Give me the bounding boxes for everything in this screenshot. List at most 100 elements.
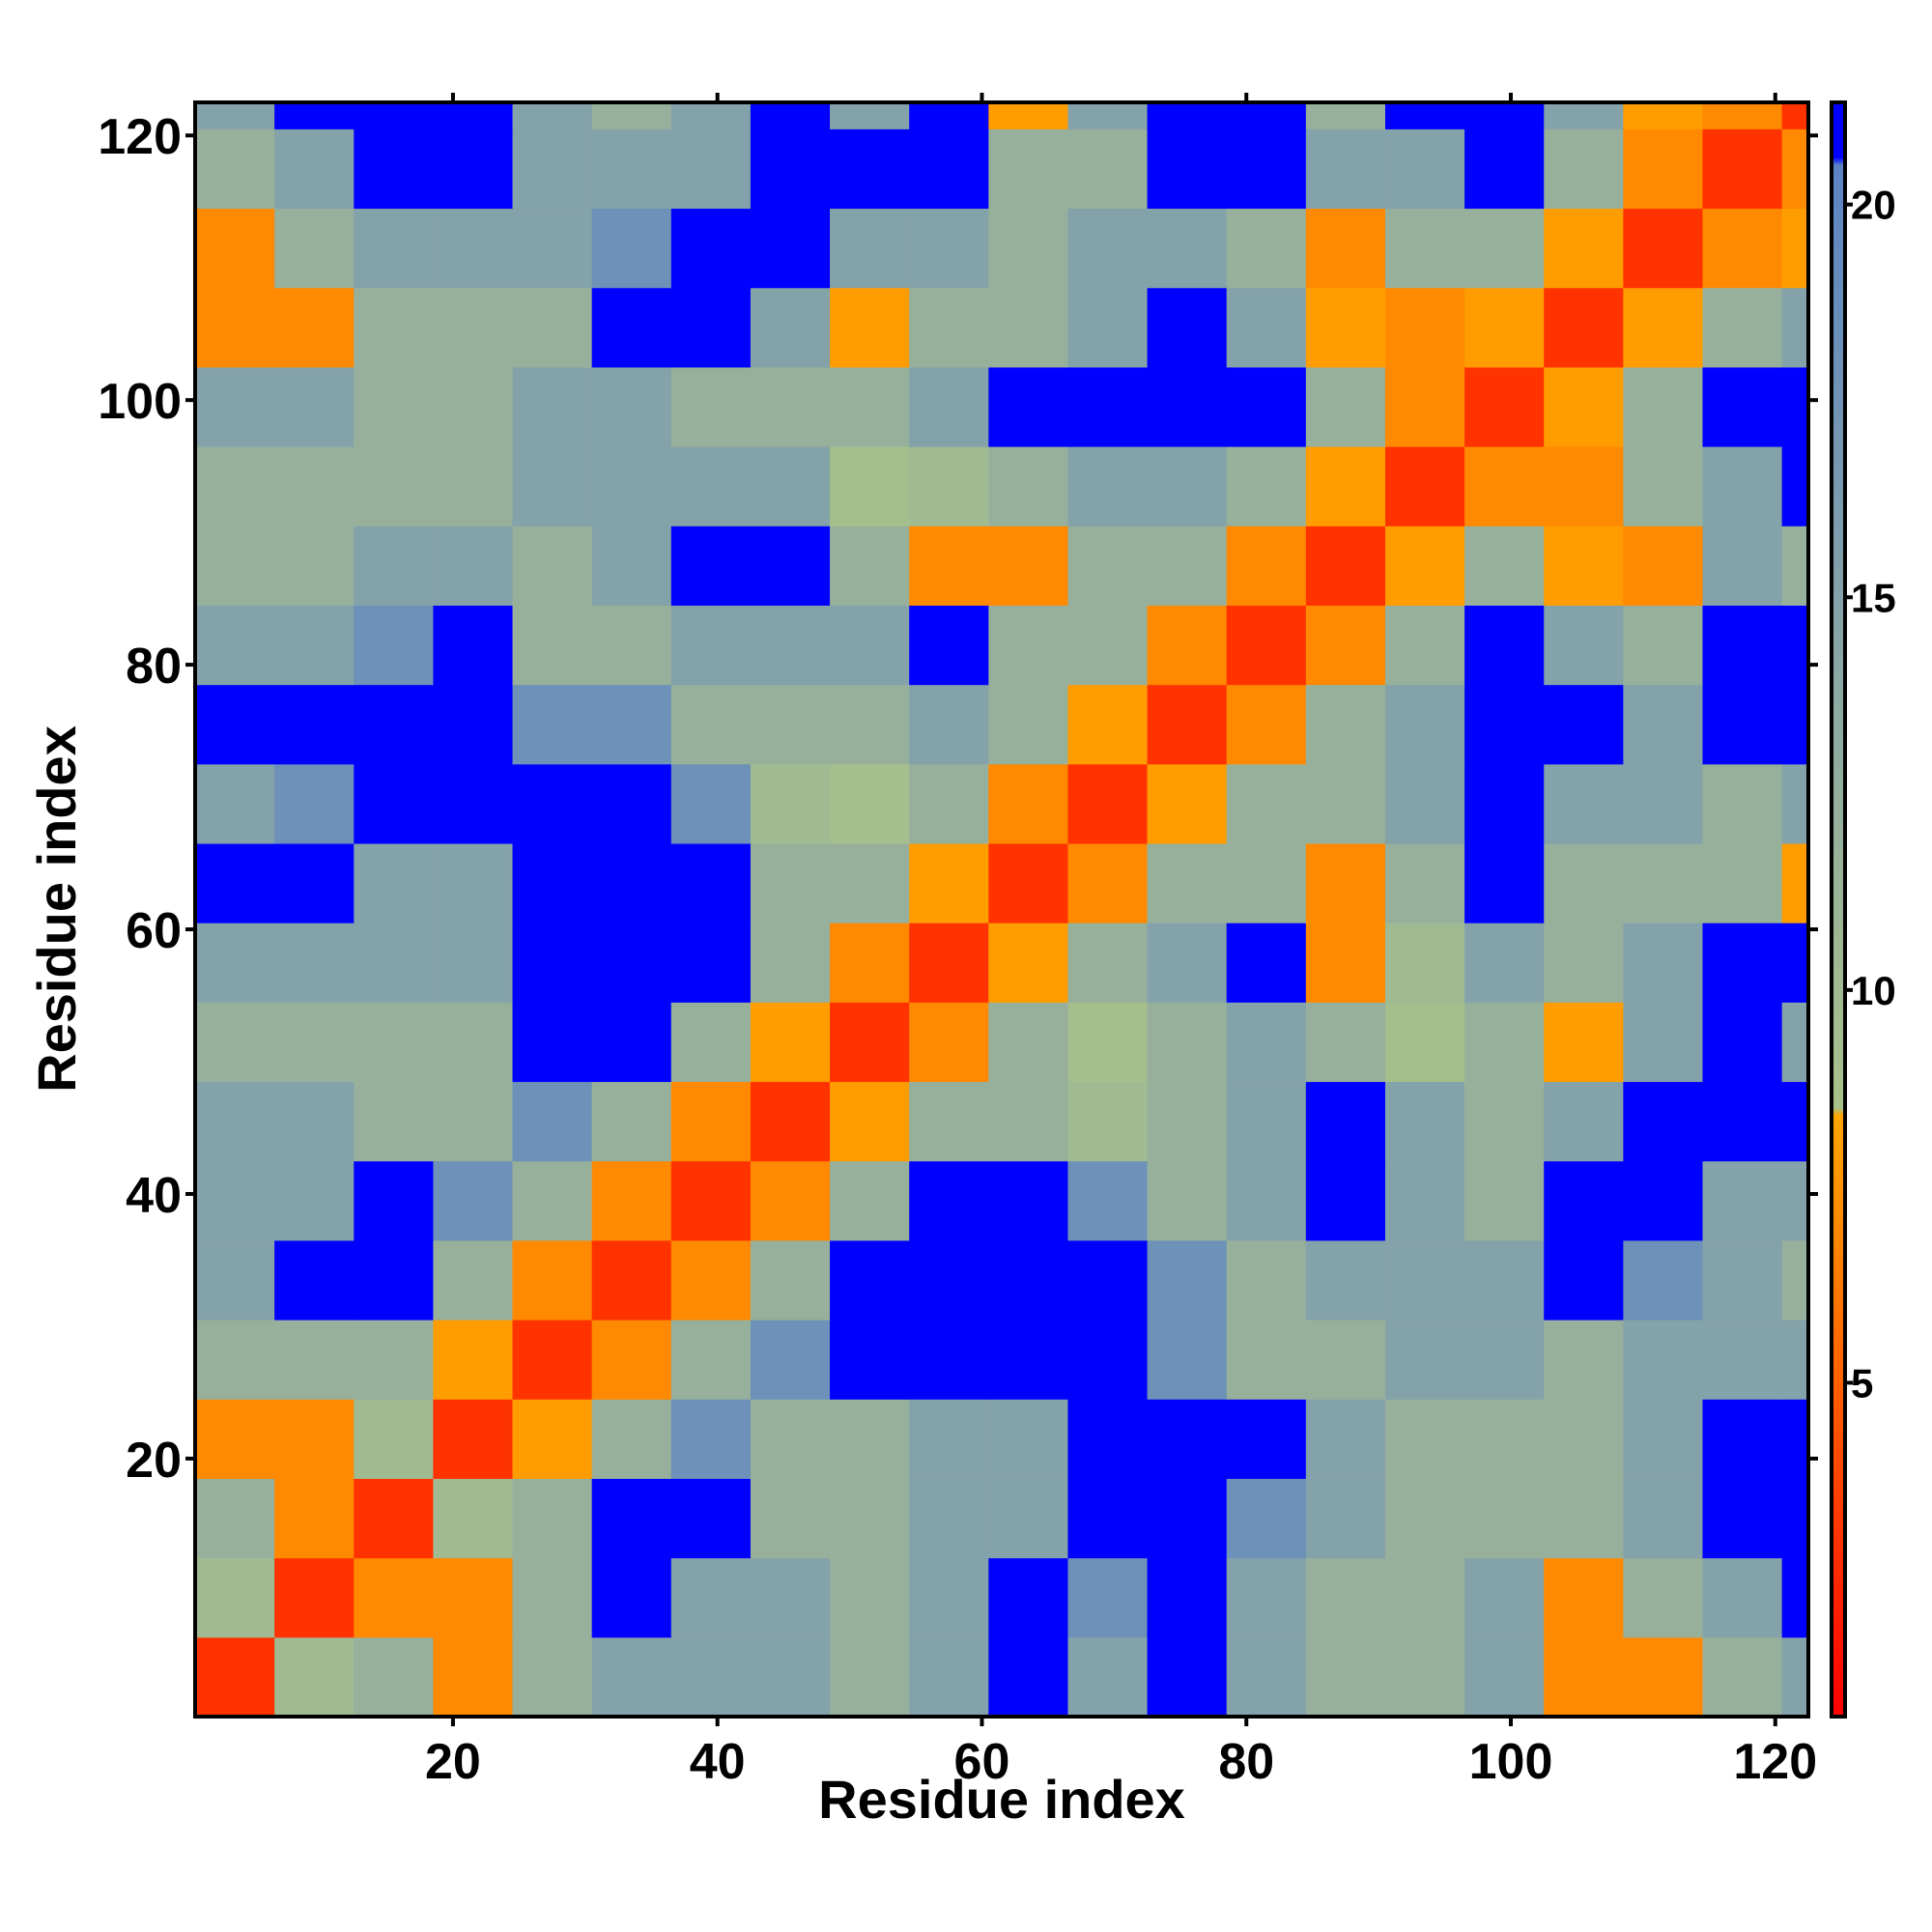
heatmap-cell xyxy=(670,684,752,765)
heatmap-cell xyxy=(195,1320,275,1400)
heatmap-cell xyxy=(750,1636,831,1718)
heatmap-cell xyxy=(1305,208,1386,289)
heatmap-cell xyxy=(670,1239,752,1321)
heatmap-cell xyxy=(1702,1636,1783,1718)
heatmap-cell xyxy=(1226,843,1307,923)
heatmap-cell xyxy=(750,1557,831,1638)
heatmap-cell xyxy=(512,208,593,289)
heatmap-cell xyxy=(512,1002,593,1083)
heatmap-cell xyxy=(512,102,593,129)
heatmap-cell xyxy=(591,1399,672,1479)
heatmap-cell xyxy=(1305,1399,1386,1479)
heatmap-cell xyxy=(1544,1160,1624,1241)
heatmap-cell xyxy=(670,1002,752,1083)
heatmap-cell xyxy=(1384,366,1465,447)
heatmap-cell xyxy=(1781,1081,1809,1162)
heatmap-cell xyxy=(1781,526,1809,606)
heatmap-cell xyxy=(1067,1002,1149,1083)
heatmap-cell xyxy=(670,1557,752,1638)
heatmap-cell xyxy=(274,128,355,210)
heatmap-cell xyxy=(909,1239,989,1321)
x-tick-label: 60 xyxy=(954,1734,1010,1790)
heatmap-cell xyxy=(1305,684,1386,765)
heatmap-cell xyxy=(591,923,672,1003)
heatmap-cell xyxy=(433,1239,514,1321)
heatmap-cell xyxy=(1702,843,1783,923)
heatmap-cell xyxy=(1781,1557,1809,1638)
heatmap-cell xyxy=(1544,1081,1624,1162)
heatmap-cell xyxy=(1384,102,1465,129)
heatmap-cell xyxy=(274,1320,355,1400)
heatmap-cell xyxy=(830,1399,910,1479)
heatmap-cell xyxy=(1702,1081,1783,1162)
heatmap-cell xyxy=(591,208,672,289)
heatmap-cell xyxy=(1147,1160,1228,1241)
heatmap-cell xyxy=(909,128,989,210)
heatmap-cell xyxy=(1464,1399,1545,1479)
heatmap-cell xyxy=(1544,923,1624,1003)
heatmap-cell xyxy=(988,1160,1068,1241)
heatmap-cell xyxy=(1147,366,1228,447)
colorbar-tick-label: 15 xyxy=(1851,575,1896,620)
heatmap-cell xyxy=(354,923,434,1003)
heatmap-cell xyxy=(750,446,831,526)
heatmap-cell xyxy=(830,366,910,447)
heatmap-cell xyxy=(1067,1320,1149,1400)
x-tick-label: 120 xyxy=(1733,1734,1817,1790)
heatmap-cell xyxy=(1702,923,1783,1003)
heatmap-cell xyxy=(195,1557,275,1638)
heatmap-cell xyxy=(591,684,672,765)
heatmap-cell xyxy=(1147,208,1228,289)
x-axis-title: Residue index xyxy=(818,1769,1185,1830)
heatmap-cell xyxy=(195,1399,275,1479)
heatmap-cell xyxy=(1147,923,1228,1003)
heatmap-cell xyxy=(909,1320,989,1400)
heatmap-cell xyxy=(591,1478,672,1559)
heatmap-cell xyxy=(909,763,989,844)
x-tick-label: 40 xyxy=(690,1734,746,1790)
heatmap-cell xyxy=(1702,1160,1783,1241)
heatmap-cell xyxy=(1464,1478,1545,1559)
heatmap-cell xyxy=(988,366,1068,447)
heatmap-cell xyxy=(1147,287,1228,368)
heatmap-cell xyxy=(1384,605,1465,686)
heatmap-cell xyxy=(1305,102,1386,129)
heatmap-cell xyxy=(1226,1081,1307,1162)
heatmap-cell xyxy=(433,1478,514,1559)
heatmap-cell xyxy=(909,102,989,129)
heatmap-cell xyxy=(274,526,355,606)
heatmap-cell xyxy=(274,684,355,765)
heatmap-cell xyxy=(988,1002,1068,1083)
heatmap-cell xyxy=(1067,1557,1149,1638)
heatmap-cell xyxy=(433,1557,514,1638)
heatmap-cell xyxy=(1226,446,1307,526)
x-tick-label: 20 xyxy=(425,1734,481,1790)
heatmap-cell xyxy=(1067,1239,1149,1321)
heatmap-cell xyxy=(354,1636,434,1718)
heatmap-cell xyxy=(1226,605,1307,686)
heatmap-cell xyxy=(830,605,910,686)
heatmap-cell xyxy=(195,287,275,368)
heatmap-cell xyxy=(988,843,1068,923)
heatmap-cell xyxy=(1623,923,1703,1003)
heatmap-cell xyxy=(591,446,672,526)
heatmap-cell xyxy=(1147,605,1228,686)
heatmap-cell xyxy=(512,1160,593,1241)
heatmap-cell xyxy=(670,923,752,1003)
heatmap-cell xyxy=(512,366,593,447)
heatmap-cell xyxy=(433,366,514,447)
heatmap-cell xyxy=(1305,446,1386,526)
heatmap-cell xyxy=(591,1239,672,1321)
heatmap-cell xyxy=(988,128,1068,210)
heatmap-cell xyxy=(750,1239,831,1321)
heatmap-cell xyxy=(1226,1160,1307,1241)
heatmap-cell xyxy=(1702,1320,1783,1400)
heatmap-cell xyxy=(670,1478,752,1559)
heatmap-cell xyxy=(1384,684,1465,765)
heatmap-cell xyxy=(909,446,989,526)
heatmap-cell xyxy=(670,526,752,606)
heatmap-cell xyxy=(354,1399,434,1479)
heatmap-cell xyxy=(1781,287,1809,368)
heatmap-cell xyxy=(1464,684,1545,765)
heatmap-cell xyxy=(354,1320,434,1400)
